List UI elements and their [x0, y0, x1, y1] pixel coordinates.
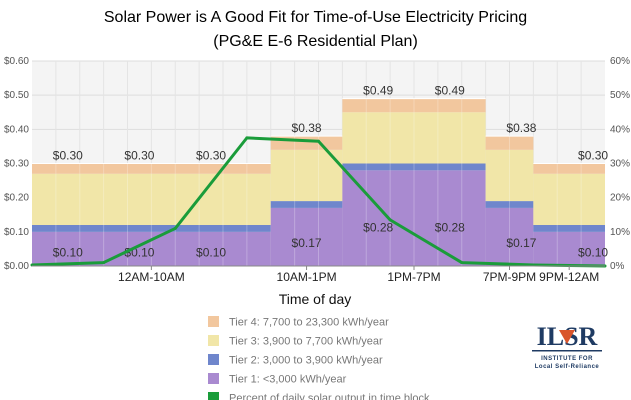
y-right-tick-label: 40%	[610, 124, 630, 135]
bar-tier2	[533, 225, 605, 232]
solar-point	[245, 136, 249, 140]
bar-tier1	[32, 231, 271, 266]
x-tick-label: 9PM-12AM	[539, 270, 599, 284]
x-tick-label: 12AM-10AM	[118, 270, 185, 284]
logo-line-2: Local Self-Reliance	[535, 364, 600, 370]
bar-tier2	[485, 201, 534, 208]
price-label-tier1: $0.10	[578, 245, 608, 259]
y-left-tick-label: $0.50	[4, 90, 29, 101]
legend-label-tier1: Tier 1: <3,000 kWh/year	[229, 374, 347, 386]
logo-rule	[532, 350, 602, 352]
axes: $0.00 $0.10 $0.20 $0.30 $0.40 $0.50 $0.60 0% 10%…	[4, 56, 630, 284]
bar-tier1	[533, 231, 605, 266]
legend-label-tier4: Tier 4: 7,700 to 23,300 kWh/year	[229, 317, 389, 329]
bar-labels: $0.30 $0.10 $0.30 $0.10 $0.30 $0.10 $0.38 $0.17…	[53, 84, 609, 260]
legend-label-solar: Percent of daily solar output in time bl…	[229, 393, 430, 400]
solar-point	[388, 218, 392, 222]
price-label-top: $0.30	[124, 149, 154, 163]
bars	[32, 98, 605, 266]
bar-tier4	[32, 163, 271, 174]
legend-swatch-tier3	[208, 335, 219, 346]
y-right-tick-label: 0%	[610, 261, 625, 272]
y-left-tick-label: $0.60	[4, 56, 29, 67]
solar-point	[317, 139, 320, 143]
legend-label-tier2: Tier 2: 3,000 to 3,900 kWh/year	[229, 355, 383, 367]
solar-point	[460, 261, 464, 265]
bar-tier1	[342, 170, 486, 266]
bar-tier3	[485, 149, 534, 202]
legend-swatch-tier1	[208, 373, 219, 384]
bar-tier3	[342, 112, 486, 164]
price-label-top: $0.30	[196, 149, 226, 163]
logo-line-1: INSTITUTE FOR	[541, 356, 593, 362]
price-label-tier1: $0.17	[506, 236, 536, 250]
price-label-tier1: $0.17	[292, 236, 322, 250]
bar-tier3	[533, 173, 605, 225]
price-label-top: $0.38	[506, 121, 536, 135]
y-right-tick-label: 50%	[610, 90, 630, 101]
y-left-tick-label: $0.40	[4, 124, 29, 135]
chart-title: Solar Power is A Good Fit for Time-of-Us…	[104, 9, 527, 26]
bar-tier4	[342, 98, 486, 113]
bar-tier1	[485, 207, 534, 266]
price-label-tier1: $0.10	[196, 245, 226, 259]
bar-tier2	[270, 201, 343, 208]
legend-swatch-tier4	[208, 316, 219, 327]
legend: Tier 4: 7,700 to 23,300 kWh/year Tier 3: …	[208, 316, 430, 400]
legend-swatch-solar	[208, 392, 219, 400]
x-tick-label: 1PM-7PM	[387, 270, 440, 284]
y-right-tick-label: 60%	[610, 56, 630, 67]
bar-tier2	[342, 163, 486, 171]
x-axis-label: Time of day	[279, 291, 352, 307]
price-label-top: $0.49	[435, 84, 465, 98]
ilsr-logo: ILSR INSTITUTE FOR Local Self-Reliance	[532, 322, 602, 370]
price-label-top: $0.30	[578, 149, 608, 163]
legend-label-tier3: Tier 3: 3,900 to 7,700 kWh/year	[229, 336, 383, 348]
price-label-tier1: $0.10	[53, 245, 83, 259]
bar-tier4	[533, 163, 605, 174]
solar-point	[173, 226, 177, 230]
y-right-tick-label: 30%	[610, 159, 630, 170]
bar-tier3	[270, 149, 343, 202]
bar-tier4	[485, 136, 534, 150]
price-label-tier1: $0.28	[363, 221, 393, 235]
bar-tier3	[32, 173, 271, 225]
legend-swatch-tier2	[208, 354, 219, 365]
y-left-tick-label: $0.20	[4, 193, 29, 204]
y-left-tick-label: $0.10	[4, 227, 29, 238]
price-label-tier1: $0.10	[124, 245, 154, 259]
y-left-tick-label: $0.00	[4, 261, 29, 272]
price-label-top: $0.49	[363, 84, 393, 98]
y-right-tick-label: 20%	[610, 193, 630, 204]
price-label-top: $0.30	[53, 149, 83, 163]
y-left-tick-label: $0.30	[4, 159, 29, 170]
bar-tier1	[270, 207, 343, 266]
solar-point	[102, 261, 106, 265]
x-tick-label: 7PM-9PM	[483, 270, 536, 284]
price-label-tier1: $0.28	[435, 221, 465, 235]
chart-subtitle: (PG&E E-6 Residential Plan)	[213, 33, 418, 50]
logo-sun-icon	[559, 330, 575, 344]
x-tick-label: 10AM-1PM	[277, 270, 337, 284]
y-right-tick-label: 10%	[610, 227, 630, 238]
bar-tier2	[32, 225, 271, 232]
price-label-top: $0.38	[292, 121, 322, 135]
